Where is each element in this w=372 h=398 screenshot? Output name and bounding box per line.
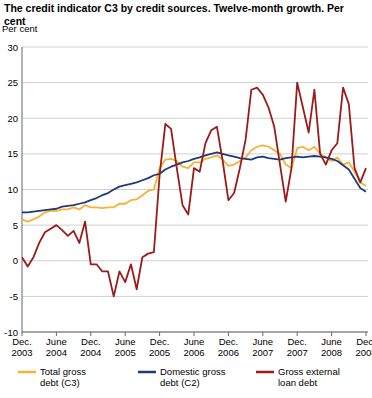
legend-swatch: [138, 371, 156, 374]
grid-line: [22, 260, 368, 261]
grid-line: [22, 153, 368, 154]
grid-line: [22, 47, 368, 48]
legend-swatch: [256, 371, 274, 374]
y-tick-label: 30: [7, 42, 18, 53]
x-tick-label: June2005: [115, 336, 136, 358]
series-line: [22, 145, 366, 221]
grid-line: [22, 225, 368, 226]
y-axis: [22, 47, 23, 332]
y-tick-label: 25: [7, 77, 18, 88]
y-tick-label: -5: [10, 291, 18, 302]
grid-line: [22, 189, 368, 190]
x-tick-label: June2008: [321, 336, 342, 358]
x-tick-label: Dec.2003: [11, 336, 32, 358]
x-tick-label: June2007: [252, 336, 273, 358]
y-tick-label: 5: [13, 220, 18, 231]
plot-area: [22, 83, 366, 297]
x-tick-label: Dec.2006: [218, 336, 239, 358]
x-tick-label: Dec.2004: [80, 336, 101, 358]
grid-line: [22, 296, 368, 297]
legend-swatch: [18, 371, 36, 374]
x-tick-label: June2004: [46, 336, 67, 358]
x-tick-label: Dec.2007: [287, 336, 308, 358]
x-tick-label: Dec.2005: [149, 336, 170, 358]
y-tick-label: 10: [7, 184, 18, 195]
series-line: [22, 83, 366, 297]
legend-label: Total grossdebt (C3): [40, 366, 86, 388]
x-axis: [22, 332, 368, 333]
x-tick-label: Dec.2008: [355, 336, 372, 358]
y-tick-label: 20: [7, 113, 18, 124]
grid-line: [22, 332, 368, 333]
grid-line: [22, 82, 368, 83]
y-tick-label: 15: [7, 148, 18, 159]
legend-label: Domestic grossdebt (C2): [160, 366, 226, 388]
x-tick-label: June2006: [183, 336, 204, 358]
y-tick-label: 0: [13, 255, 18, 266]
series-line: [22, 152, 366, 212]
chart: Per cent-10-5051015202530Dec.2003June200…: [0, 0, 372, 398]
y-axis-label: Per cent: [2, 23, 38, 34]
legend-label: Gross externalloan debt: [278, 366, 340, 388]
title: The credit indicator C3 by credit source…: [4, 2, 368, 28]
